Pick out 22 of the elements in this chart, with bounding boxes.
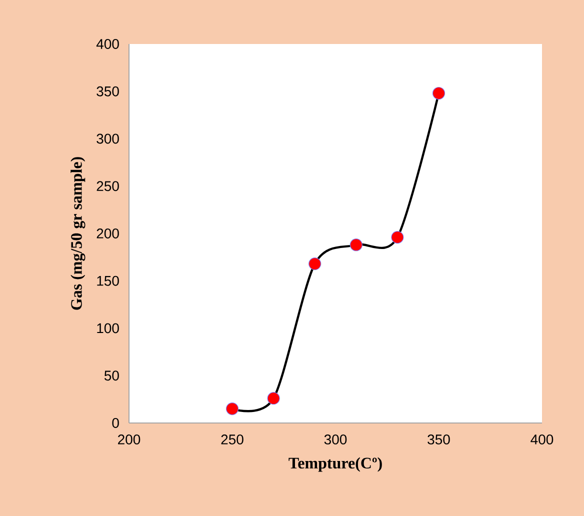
y-tick-label: 100: [97, 323, 119, 334]
y-tick-label: 400: [96, 39, 119, 49]
y-tick-label: 350: [96, 86, 119, 96]
y-axis-title: Gas (mg/50 gr sample): [70, 157, 86, 310]
point: [226, 402, 239, 416]
y-tick-label: 250: [96, 181, 119, 192]
point: [432, 86, 446, 100]
point: [350, 238, 362, 252]
x-axis-title: Tempture(Cº): [288, 457, 382, 472]
x-tick-label: 300: [324, 434, 347, 444]
y-tick-label: 200: [96, 228, 119, 238]
y-tick-label: 0: [112, 418, 119, 428]
point: [308, 258, 322, 270]
x-tick-label: 200: [118, 434, 140, 444]
y-tick-label: 300: [96, 134, 119, 144]
y-tick-label: 50: [104, 370, 119, 381]
x-tick-label: 250: [221, 434, 244, 444]
x-tick-label: 400: [530, 434, 554, 444]
point: [391, 230, 404, 244]
x-tick-label: 350: [428, 434, 450, 444]
point: [267, 392, 280, 405]
y-tick-label: 150: [97, 276, 119, 286]
